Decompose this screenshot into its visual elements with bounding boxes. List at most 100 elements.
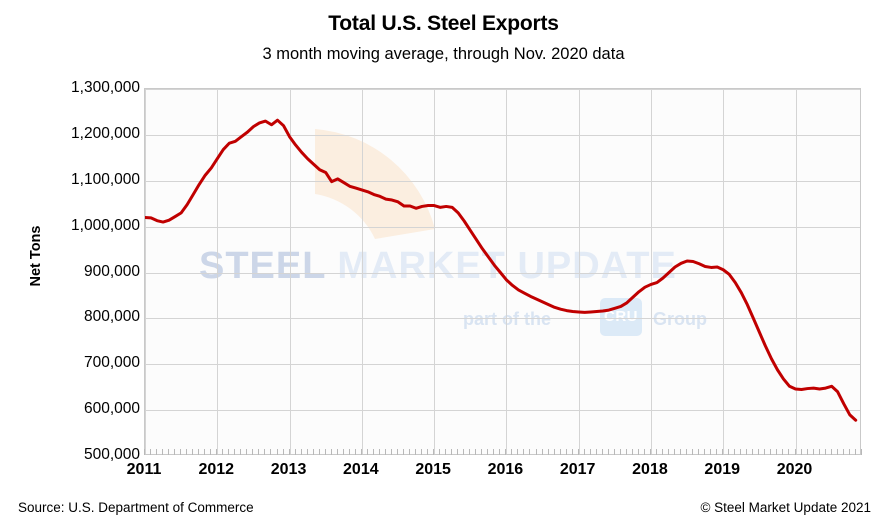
x-axis-minor-tick	[228, 449, 229, 455]
x-axis-minor-tick	[843, 449, 844, 455]
x-axis-minor-tick	[204, 449, 205, 455]
x-axis-minor-tick	[788, 449, 789, 455]
x-axis-minor-tick	[831, 449, 832, 455]
x-axis-minor-tick	[180, 449, 181, 455]
x-axis-minor-tick	[421, 449, 422, 455]
x-axis-tick-label: 2019	[704, 461, 741, 478]
x-axis-minor-tick	[198, 449, 199, 455]
x-axis-minor-ticks	[144, 449, 862, 456]
x-axis-minor-tick	[361, 449, 362, 455]
x-axis-minor-tick	[246, 449, 247, 455]
x-axis-minor-tick	[162, 449, 163, 455]
x-axis-tick-label: 2015	[415, 461, 451, 478]
x-axis-minor-tick	[554, 449, 555, 455]
y-axis-tick-label: 800,000	[83, 308, 140, 326]
x-axis-minor-tick	[433, 449, 434, 455]
x-axis-minor-tick	[602, 449, 603, 455]
x-axis-minor-tick	[307, 449, 308, 455]
gridline-vertical	[579, 89, 580, 454]
x-axis-minor-tick	[740, 449, 741, 455]
x-axis-minor-tick	[861, 449, 862, 455]
x-axis-minor-tick	[674, 449, 675, 455]
x-axis-minor-tick	[277, 449, 278, 455]
x-axis-minor-tick	[548, 449, 549, 455]
x-axis-minor-tick	[752, 449, 753, 455]
x-axis-minor-tick	[837, 449, 838, 455]
copyright-note: © Steel Market Update 2021	[700, 500, 871, 515]
y-axis-tick-label: 1,100,000	[71, 170, 140, 188]
x-axis-tick-label: 2013	[270, 461, 307, 478]
x-axis-minor-tick	[451, 449, 452, 455]
x-axis-minor-tick	[536, 449, 537, 455]
x-axis-minor-tick	[343, 449, 344, 455]
x-axis-minor-tick	[475, 449, 476, 455]
x-axis-minor-tick	[578, 449, 579, 455]
x-axis-minor-tick	[331, 449, 332, 455]
x-axis-minor-tick	[523, 449, 524, 455]
x-axis-minor-tick	[252, 449, 253, 455]
y-axis-tick-label: 1,000,000	[71, 216, 140, 234]
x-axis-minor-tick	[168, 449, 169, 455]
data-line-series	[145, 118, 858, 422]
x-axis-minor-tick	[529, 449, 530, 455]
x-axis-minor-tick	[656, 449, 657, 455]
x-axis-minor-tick	[584, 449, 585, 455]
y-axis-tick-label: 700,000	[83, 354, 140, 372]
x-axis-minor-tick	[704, 449, 705, 455]
x-axis-minor-tick	[240, 449, 241, 455]
y-axis-tick-label: 600,000	[83, 400, 140, 418]
x-axis-minor-tick	[397, 449, 398, 455]
gridline-horizontal	[145, 410, 860, 411]
x-axis-minor-tick	[626, 449, 627, 455]
source-note: Source: U.S. Department of Commerce	[18, 500, 254, 515]
x-axis-minor-tick	[728, 449, 729, 455]
x-axis-minor-tick	[415, 449, 416, 455]
x-axis-minor-tick	[764, 449, 765, 455]
x-axis-minor-tick	[776, 449, 777, 455]
gridline-vertical	[506, 89, 507, 454]
x-axis-minor-tick	[192, 449, 193, 455]
x-axis-minor-tick	[686, 449, 687, 455]
gridline-vertical	[145, 89, 146, 454]
x-axis-minor-tick	[620, 449, 621, 455]
x-axis-minor-tick	[301, 449, 302, 455]
x-axis-minor-tick	[734, 449, 735, 455]
y-axis-tick-label: 900,000	[83, 262, 140, 280]
x-axis-minor-tick	[216, 449, 217, 455]
x-axis-minor-tick	[668, 449, 669, 455]
page-title: Total U.S. Steel Exports	[328, 12, 559, 35]
x-axis-minor-tick	[505, 449, 506, 455]
x-axis-minor-tick	[807, 449, 808, 455]
x-axis-minor-tick	[493, 449, 494, 455]
x-axis-minor-tick	[782, 449, 783, 455]
gridline-vertical	[434, 89, 435, 454]
x-axis-minor-tick	[439, 449, 440, 455]
x-axis-minor-tick	[698, 449, 699, 455]
x-axis-minor-tick	[722, 449, 723, 455]
x-axis-minor-tick	[825, 449, 826, 455]
x-axis-minor-tick	[710, 449, 711, 455]
x-axis-minor-tick	[542, 449, 543, 455]
gridline-horizontal	[145, 318, 860, 319]
x-axis-minor-tick	[373, 449, 374, 455]
x-axis-tick-label: 2020	[776, 461, 813, 478]
x-axis-minor-tick	[560, 449, 561, 455]
x-axis-minor-tick	[680, 449, 681, 455]
x-axis-minor-tick	[289, 449, 290, 455]
x-axis-tick-label: 2017	[559, 461, 596, 478]
x-axis-minor-tick	[349, 449, 350, 455]
x-axis-minor-tick	[795, 449, 796, 455]
x-axis-minor-tick	[258, 449, 259, 455]
x-axis-minor-tick	[391, 449, 392, 455]
y-axis-labels: Net Tons 1,300,000 1,200,000 1,100,000 1,00…	[0, 0, 140, 522]
x-axis-minor-tick	[638, 449, 639, 455]
x-axis-minor-tick	[819, 449, 820, 455]
x-axis-minor-tick	[662, 449, 663, 455]
x-axis-minor-tick	[692, 449, 693, 455]
x-axis-minor-tick	[367, 449, 368, 455]
x-axis-minor-tick	[409, 449, 410, 455]
x-axis-minor-tick	[379, 449, 380, 455]
x-axis-minor-tick	[632, 449, 633, 455]
x-axis-minor-tick	[511, 449, 512, 455]
x-axis-minor-tick	[234, 449, 235, 455]
